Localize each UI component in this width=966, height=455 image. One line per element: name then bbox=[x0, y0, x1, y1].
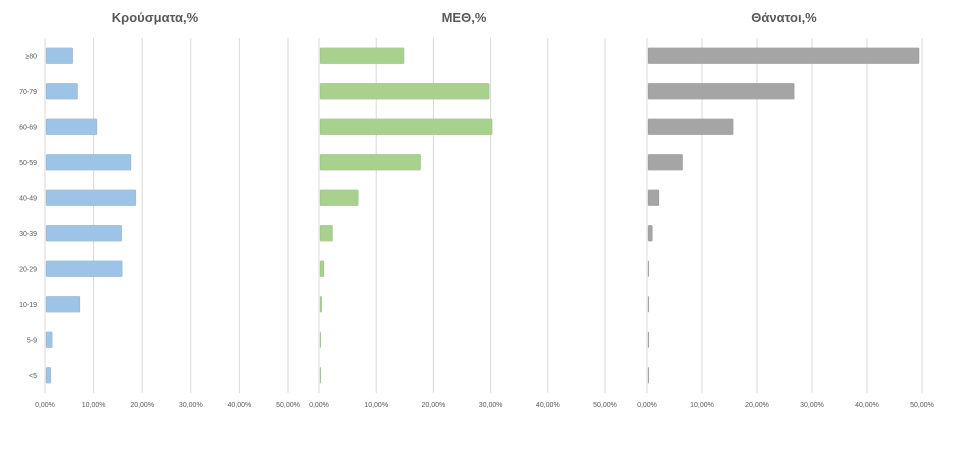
tick-label: 50,00% bbox=[593, 402, 617, 409]
tick-label: 0,00% bbox=[309, 402, 329, 409]
category-label: ≥80 bbox=[25, 53, 37, 60]
category-label: 60-69 bbox=[19, 124, 37, 131]
category-label: <5 bbox=[29, 373, 37, 380]
tick-label: 50,00% bbox=[910, 402, 934, 409]
category-label: 50-59 bbox=[19, 160, 37, 167]
chart-panel-2: ΜΕΘ,% 0,00% 10,00% 20,00% 30,00% 40,00% 50,00% bbox=[309, 10, 617, 409]
chart-panel-1: Κρούσματα,% 0,00% 10,00% 20,00% 30,00% 40,00%… bbox=[35, 10, 300, 409]
bar-60-69 bbox=[647, 118, 734, 136]
tick-label: 0,00% bbox=[637, 402, 657, 409]
bar-30-39 bbox=[45, 224, 123, 242]
bar-40-49 bbox=[319, 189, 359, 207]
bar-70-79 bbox=[647, 82, 795, 100]
tick-label: 20,00% bbox=[130, 402, 154, 409]
category-label: 10-19 bbox=[19, 302, 37, 309]
bar-<5 bbox=[647, 366, 650, 384]
panel-title: Θάνατοι,% bbox=[751, 10, 817, 25]
bar-≥80 bbox=[319, 47, 405, 65]
bar-50-59 bbox=[319, 153, 421, 171]
bar-≥80 bbox=[647, 47, 920, 65]
bar-5-9 bbox=[647, 331, 650, 349]
bar-50-59 bbox=[647, 153, 683, 171]
bar-5-9 bbox=[45, 331, 53, 349]
bar-50-59 bbox=[45, 153, 132, 171]
panel-title: Κρούσματα,% bbox=[112, 10, 199, 25]
tick-label: 10,00% bbox=[364, 402, 388, 409]
bar-70-79 bbox=[319, 82, 490, 100]
tick-label: 10,00% bbox=[82, 402, 106, 409]
bar-<5 bbox=[319, 366, 322, 384]
tick-label: 40,00% bbox=[855, 402, 879, 409]
category-label: 20-29 bbox=[19, 266, 37, 273]
bar-30-39 bbox=[319, 224, 333, 242]
chart-panel-3: Θάνατοι,% 0,00% 10,00% 20,00% 30,00% 40,00% 50… bbox=[637, 10, 934, 409]
bar-30-39 bbox=[647, 224, 653, 242]
bar-10-19 bbox=[647, 295, 650, 313]
tick-label: 10,00% bbox=[690, 402, 714, 409]
bar-10-19 bbox=[45, 295, 81, 313]
bar-40-49 bbox=[45, 189, 137, 207]
bar-<5 bbox=[45, 366, 52, 384]
category-label: 5-9 bbox=[27, 337, 37, 344]
tick-label: 30,00% bbox=[479, 402, 503, 409]
bar-60-69 bbox=[45, 118, 98, 136]
tick-label: 40,00% bbox=[536, 402, 560, 409]
tick-label: 40,00% bbox=[228, 402, 252, 409]
category-label: 30-39 bbox=[19, 231, 37, 238]
bar-10-19 bbox=[319, 295, 323, 313]
tick-label: 20,00% bbox=[745, 402, 769, 409]
category-label: 70-79 bbox=[19, 89, 37, 96]
category-label: 40-49 bbox=[19, 195, 37, 202]
tick-label: 30,00% bbox=[179, 402, 203, 409]
bar-≥80 bbox=[45, 47, 74, 65]
tick-label: 0,00% bbox=[35, 402, 55, 409]
panel-title: ΜΕΘ,% bbox=[442, 10, 487, 25]
bar-20-29 bbox=[319, 260, 325, 278]
tick-label: 30,00% bbox=[800, 402, 824, 409]
bar-20-29 bbox=[647, 260, 650, 278]
bar-5-9 bbox=[319, 331, 322, 349]
bar-60-69 bbox=[319, 118, 493, 136]
tick-label: 50,00% bbox=[276, 402, 300, 409]
bar-20-29 bbox=[45, 260, 123, 278]
bar-40-49 bbox=[647, 189, 660, 207]
bar-70-79 bbox=[45, 82, 78, 100]
tick-label: 20,00% bbox=[422, 402, 446, 409]
